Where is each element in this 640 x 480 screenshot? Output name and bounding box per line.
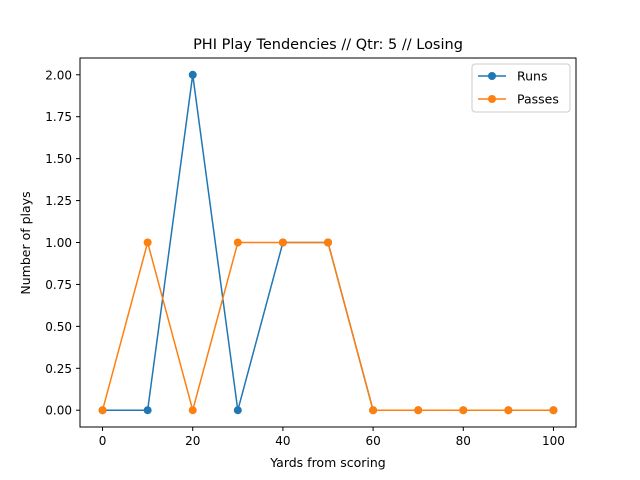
data-point: [188, 406, 197, 415]
data-point: [414, 406, 423, 415]
series-passes: [98, 238, 558, 415]
x-axis-label: Yards from scoring: [269, 455, 385, 470]
legend: Runs Passes: [471, 63, 571, 113]
data-point: [324, 238, 332, 247]
y-tick-label: 1.25: [45, 194, 72, 208]
y-tick-label: 0.75: [45, 278, 72, 292]
data-point: [233, 406, 242, 415]
x-tick-label: 20: [185, 434, 200, 448]
x-tick-label: 0: [99, 434, 107, 448]
legend-label: Runs: [517, 69, 547, 84]
x-tick-label: 60: [365, 434, 380, 448]
data-point: [143, 406, 152, 415]
data-point: [459, 406, 468, 415]
legend-label: Passes: [517, 92, 559, 107]
x-tick-label: 40: [275, 434, 290, 448]
data-point: [98, 406, 107, 415]
y-tick-label: 0.25: [45, 362, 72, 376]
chart-title: PHI Play Tendencies // Qtr: 5 // Losing: [193, 37, 463, 53]
legend-item: Runs: [478, 69, 547, 84]
y-tick-label: 2.00: [45, 68, 72, 82]
series-line: [101, 239, 554, 414]
data-point: [369, 406, 378, 415]
legend-item: Passes: [478, 92, 559, 107]
y-axis-label: Number of plays: [18, 191, 33, 294]
y-tick-label: 0.00: [45, 404, 72, 418]
x-axis: 0 20 40 60 80 100: [99, 427, 565, 448]
data-point: [504, 406, 513, 415]
x-tick-label: 80: [456, 434, 471, 448]
y-tick-label: 0.50: [45, 320, 72, 334]
data-point: [143, 238, 152, 247]
y-tick-label: 1.00: [45, 236, 72, 250]
y-axis: 0.00 0.25 0.50 0.75 1.00 1.25 1.50 1.75 2.00: [45, 68, 80, 418]
y-tick-label: 1.75: [45, 110, 72, 124]
data-point: [549, 406, 558, 415]
data-point: [233, 238, 242, 247]
data-point: [278, 238, 287, 247]
y-tick-label: 1.50: [45, 152, 72, 166]
legend-marker: [488, 95, 496, 103]
x-tick-label: 100: [542, 434, 565, 448]
legend-marker: [488, 72, 496, 80]
data-point: [188, 70, 197, 79]
plot-area: [79, 57, 577, 428]
